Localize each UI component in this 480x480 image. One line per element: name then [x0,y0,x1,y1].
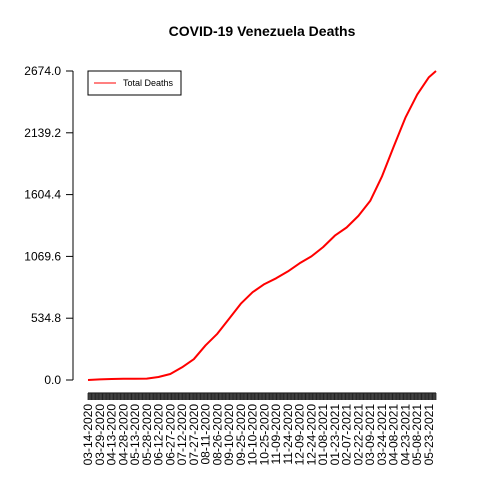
x-tick-label: 04-08-2021 [387,404,401,466]
x-axis: 03-14-202003-29-202004-13-202004-28-2020… [81,392,437,466]
y-tick-label: 1069.6 [24,249,61,263]
x-tick-label: 04-13-2020 [105,404,119,466]
x-tick-label: 05-13-2020 [128,404,142,466]
series-layer [87,70,437,381]
x-tick-label: 11-09-2020 [269,404,283,465]
x-tick-label: 04-23-2021 [398,404,412,466]
legend-label: Total Deaths [123,78,174,88]
x-tick-label: 12-24-2020 [304,404,318,466]
x-tick-label: 10-10-2020 [246,404,260,466]
x-tick-label: 08-11-2020 [199,404,213,465]
y-axis: 0.0 534.8 1069.6 1604.4 2139.2 2674.0 [24,64,74,387]
x-tick-label: 02-07-2021 [340,404,354,466]
y-tick-label: 2139.2 [24,126,61,140]
x-tick-label: 09-10-2020 [222,404,236,466]
x-tick-label: 11-24-2020 [281,404,295,465]
x-tick-label: 01-08-2021 [316,404,330,466]
y-tick-label: 1604.4 [24,188,61,202]
y-tick-label: 0.0 [44,373,61,387]
x-tick-label: 03-14-2020 [81,404,95,466]
x-tick-label: 05-28-2020 [140,404,154,466]
x-tick-label: 03-24-2021 [375,404,389,466]
x-tick-label: 02-22-2021 [351,404,365,466]
x-tick-label: 03-29-2020 [93,404,107,466]
x-tick-label: 12-09-2020 [293,404,307,466]
x-tick-label: 05-08-2021 [410,404,424,466]
x-tick-label: 04-28-2020 [116,404,130,466]
x-tick-label: 06-12-2020 [152,404,166,466]
x-tick-label: 08-26-2020 [210,404,224,466]
x-tick-label: 07-12-2020 [175,404,189,466]
series-line-total-deaths [87,70,437,381]
chart-title: COVID-19 Venezuela Deaths [169,23,356,39]
y-tick-label: 534.8 [31,311,61,325]
legend: Total Deaths [87,70,182,96]
x-tick-label: 03-09-2021 [363,404,377,466]
x-tick-label: 01-23-2021 [328,404,342,466]
x-tick-label: 07-27-2020 [187,404,201,466]
x-tick-label: 10-25-2020 [257,404,271,466]
x-tick-label: 06-27-2020 [163,404,177,466]
y-tick-label: 2674.0 [24,64,61,78]
x-tick-label: 05-23-2021 [422,404,436,466]
x-tick-label: 09-25-2020 [234,404,248,466]
